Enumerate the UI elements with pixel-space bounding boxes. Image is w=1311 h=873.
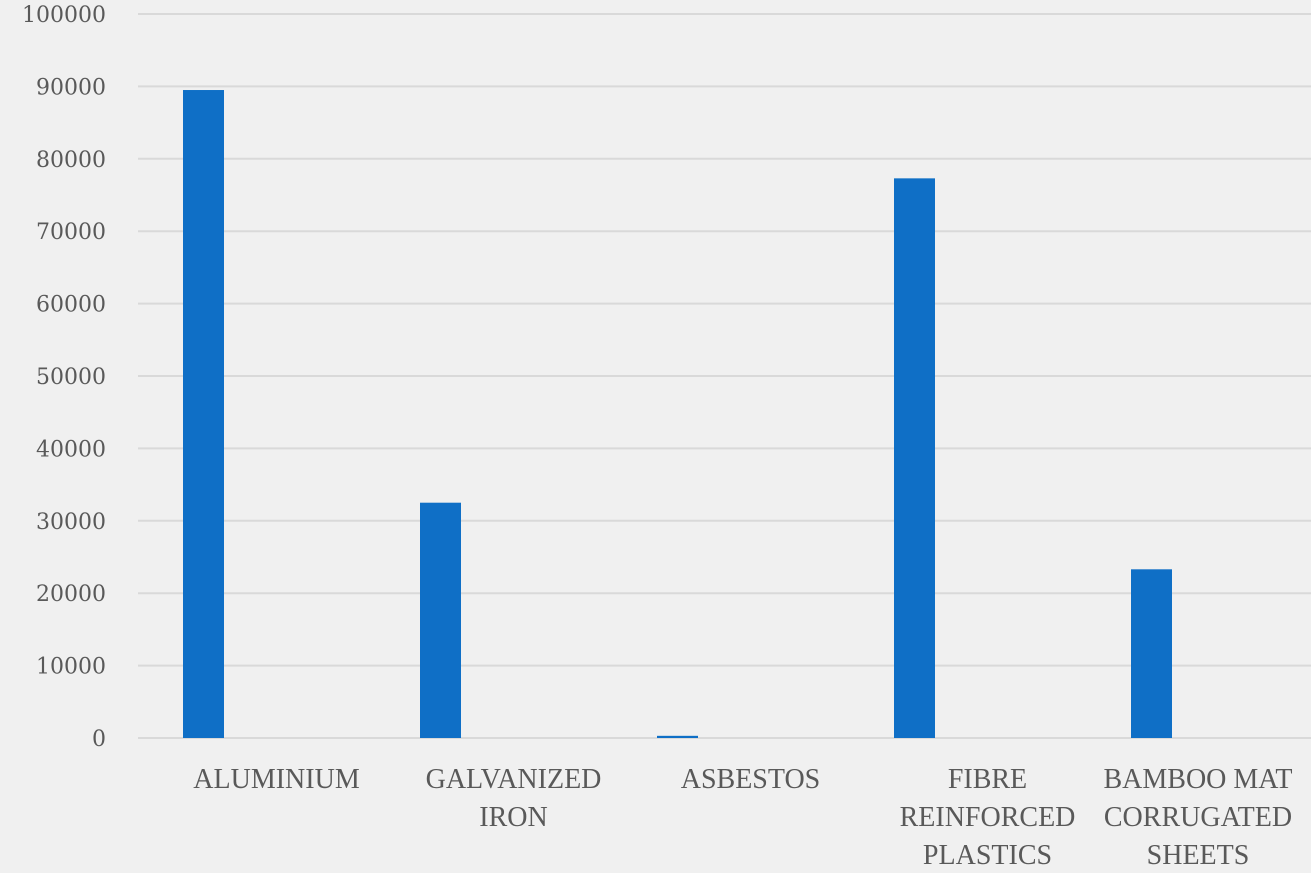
x-category-label: FIBRE REINFORCED PLASTICS xyxy=(900,764,1076,871)
x-category-label-line: REINFORCED xyxy=(900,802,1076,833)
y-tick-label: 90000 xyxy=(36,75,106,100)
x-category-label-line: ASBESTOS xyxy=(681,764,821,795)
x-category-label-line: BAMBOO MAT xyxy=(1103,764,1292,795)
x-category-label-line: PLASTICS xyxy=(923,840,1052,871)
x-axis-category-labels: ALUMINIUM GALVANIZED IRON ASBESTOS FIBRE REIN… xyxy=(193,764,1292,871)
bar xyxy=(894,178,935,738)
x-category-label-line: SHEETS xyxy=(1147,840,1250,871)
x-category-label-line: GALVANIZED xyxy=(426,764,602,795)
y-tick-label: 80000 xyxy=(36,148,106,173)
y-tick-label: 40000 xyxy=(36,437,106,462)
x-category-label-line: CORRUGATED xyxy=(1104,802,1292,833)
y-tick-label: 50000 xyxy=(36,365,106,390)
y-tick-label: 30000 xyxy=(36,510,106,535)
x-category-label-line: FIBRE xyxy=(948,764,1027,795)
bar xyxy=(1131,569,1172,738)
x-category-label: ALUMINIUM xyxy=(193,764,360,795)
x-category-label-line: ALUMINIUM xyxy=(193,764,360,795)
y-tick-label: 0 xyxy=(92,727,106,752)
x-category-label: GALVANIZED IRON xyxy=(426,764,602,833)
x-category-label-line: IRON xyxy=(479,802,547,833)
bars xyxy=(183,90,1172,738)
x-category-label: ASBESTOS xyxy=(681,764,821,795)
x-category-label: BAMBOO MAT CORRUGATED SHEETS xyxy=(1103,764,1292,871)
y-axis-tick-labels: 0 10000 20000 30000 40000 50000 60000 70000 8000… xyxy=(22,3,106,752)
y-tick-label: 70000 xyxy=(36,220,106,245)
y-tick-label: 60000 xyxy=(36,293,106,318)
bar xyxy=(183,90,224,738)
bar xyxy=(657,735,698,738)
gridlines xyxy=(138,13,1311,739)
bar xyxy=(420,502,461,738)
y-tick-label: 100000 xyxy=(22,3,106,28)
y-tick-label: 20000 xyxy=(36,582,106,607)
y-tick-label: 10000 xyxy=(36,655,106,680)
